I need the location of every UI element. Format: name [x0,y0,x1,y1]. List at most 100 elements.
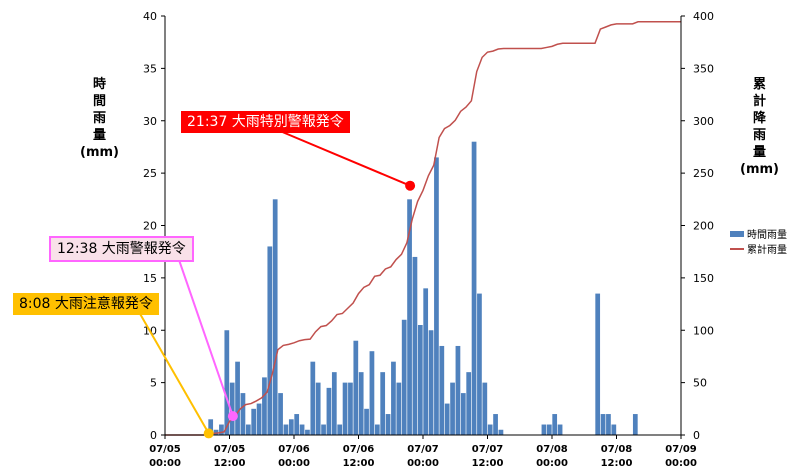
left-tick-label: 25 [143,167,157,180]
bar-hour-11 [224,330,230,435]
bar-hour-71 [546,424,552,435]
bar-hour-52 [444,403,450,435]
bar-hour-9 [213,429,219,435]
right-tick-label: 350 [693,62,714,75]
bar-hour-41 [385,414,391,435]
bar-hour-25 [299,424,305,435]
x-tick-time: 12:00 [601,458,633,469]
left-tick-label: 15 [143,272,157,285]
bar-hour-33 [342,382,348,435]
event-marker [227,411,238,422]
bar-hour-15 [245,424,251,435]
x-tick-time: 00:00 [665,458,697,469]
x-tick-date: 07/07 [407,444,439,455]
left-tick-label: 5 [150,377,157,390]
bar-hour-56 [466,372,472,435]
bar-hour-43 [396,382,402,435]
left-tick-label: 40 [143,10,157,23]
bar-hour-32 [337,424,343,435]
bar-hour-48 [423,288,429,435]
legend-swatch-line [730,247,744,250]
x-tick-time: 12:00 [343,458,375,469]
bar-hour-8 [208,419,214,435]
legend: 時間雨量 累計雨量 [730,226,787,256]
bar-hour-60 [487,424,493,435]
bar-hour-47 [417,325,423,435]
right-tick-label: 250 [693,167,714,180]
left-axis-label: 時 間 雨 量 (mm) [80,77,119,160]
annotation-leaders [138,130,416,439]
bar-hour-22 [283,424,289,435]
x-tick-date: 07/07 [472,444,504,455]
leader-line [279,130,411,187]
legend-label-hourly: 時間雨量 [747,230,787,241]
bar-hour-82 [606,414,611,435]
x-tick-date: 07/08 [536,444,568,455]
bar-hour-18 [262,377,267,435]
x-tick-time: 12:00 [472,458,504,469]
bar-hour-20 [272,199,278,435]
bar-hour-51 [439,345,445,435]
annotation-heavy-rain-advisory: 8:08 大雨注意報発令 [13,293,159,315]
bar-hour-21 [278,393,283,435]
bar-hour-83 [611,424,617,435]
right-tick-label: 50 [693,377,707,390]
x-tick-date: 07/06 [278,444,310,455]
right-tick-label: 400 [693,10,714,23]
left-tick-label: 20 [143,220,157,233]
x-tick-time: 00:00 [149,458,181,469]
bar-hour-42 [391,361,396,435]
bar-hour-27 [310,361,316,435]
bar-hour-17 [256,403,262,435]
axes: 0510152025303540050100150200250300350400… [143,10,714,469]
event-marker [203,428,214,439]
legend-label-cumulative: 累計雨量 [747,245,787,256]
bar-hour-16 [251,408,257,435]
left-tick-label: 30 [143,115,157,128]
bar-hour-81 [600,414,606,435]
legend-swatch-bar [730,230,744,237]
legend-item-hourly: 時間雨量 [730,226,787,241]
bar-hour-14 [240,393,246,435]
bar-hour-40 [380,372,386,435]
right-tick-label: 0 [693,429,700,442]
x-tick-time: 00:00 [278,458,310,469]
bar-hour-62 [498,429,504,435]
right-tick-label: 100 [693,324,714,337]
left-tick-label: 35 [143,62,157,75]
x-tick-date: 07/05 [214,444,246,455]
bar-hour-34 [348,382,353,435]
bar-hour-35 [353,340,359,435]
bar-hour-24 [294,414,300,435]
bar-hour-59 [482,382,488,435]
bar-hour-19 [267,246,273,435]
bar-hour-39 [374,424,380,435]
bar-hour-54 [455,345,461,435]
bar-hour-29 [321,424,326,435]
left-tick-label: 0 [150,429,157,442]
event-marker [405,180,416,191]
leader-line [177,256,234,417]
bar-hour-50 [434,157,439,435]
bar-hour-55 [460,393,466,435]
cumulative-rain-line [165,21,681,436]
bar-hour-73 [557,424,563,435]
x-tick-date: 07/09 [665,444,697,455]
x-tick-date: 07/08 [601,444,633,455]
right-tick-label: 300 [693,115,714,128]
bar-hour-87 [632,414,638,435]
bar-hour-53 [450,382,455,435]
bar-hour-72 [552,414,558,435]
legend-item-cumulative: 累計雨量 [730,241,787,256]
bar-hour-45 [407,199,412,435]
bar-hour-10 [219,424,224,435]
bar-hour-46 [412,256,418,435]
bar-hour-38 [369,351,375,435]
hourly-rain-bars [208,141,638,435]
x-tick-date: 07/05 [149,444,181,455]
bar-hour-61 [493,414,498,435]
x-tick-time: 12:00 [214,458,246,469]
bar-hour-49 [428,330,434,435]
bar-hour-80 [595,293,601,435]
